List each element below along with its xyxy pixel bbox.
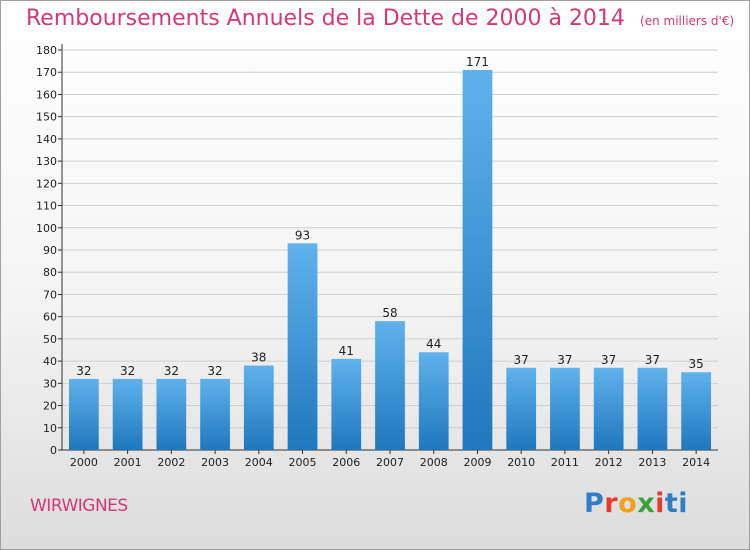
y-tick-label: 70 (43, 288, 57, 301)
data-label-2014: 35 (688, 357, 703, 371)
data-label-2002: 32 (164, 364, 179, 378)
data-label-2012: 37 (601, 353, 616, 367)
x-tick-label: 2014 (682, 456, 710, 469)
bar-2010 (506, 367, 537, 450)
chart-title: Remboursements Annuels de la Dette de 20… (26, 6, 625, 31)
commune-name: WIRWIGNES (30, 496, 128, 516)
x-tick-label: 2003 (201, 456, 229, 469)
data-label-2003: 32 (207, 364, 222, 378)
bar-2008 (418, 352, 449, 450)
y-tick-label: 110 (36, 200, 57, 213)
x-tick-label: 2005 (289, 456, 317, 469)
y-tick-label: 50 (43, 333, 57, 346)
x-tick-label: 2011 (551, 456, 579, 469)
bar-2014 (681, 372, 711, 450)
x-tick-label: 2013 (638, 456, 666, 469)
y-tick-label: 20 (43, 400, 57, 413)
y-tick-label: 90 (43, 244, 57, 257)
x-tick-label: 2000 (70, 456, 98, 469)
data-label-2013: 37 (645, 353, 660, 367)
bar-2012 (593, 367, 624, 450)
data-label-2009: 171 (466, 55, 489, 69)
y-tick-label: 150 (36, 111, 57, 124)
bar-2000 (69, 378, 99, 450)
x-tick-label: 2007 (376, 456, 404, 469)
data-label-2001: 32 (120, 364, 135, 378)
data-label-2006: 41 (339, 344, 354, 358)
bar-2011 (550, 367, 580, 450)
data-label-2007: 58 (382, 306, 397, 320)
y-tick-label: 180 (36, 44, 57, 57)
bar-2001 (112, 378, 143, 450)
data-label-2010: 37 (514, 353, 529, 367)
data-label-2008: 44 (426, 337, 441, 351)
data-label-2004: 38 (251, 351, 266, 365)
y-tick-label: 60 (43, 311, 57, 324)
proxiti-logo[interactable]: Proxiti (584, 488, 689, 519)
bar-2004 (243, 365, 274, 450)
y-tick-label: 10 (43, 422, 57, 435)
x-tick-label: 2010 (507, 456, 535, 469)
bar-2009 (462, 70, 493, 450)
y-tick-label: 160 (36, 88, 57, 101)
y-tick-label: 140 (36, 133, 57, 146)
bar-2002 (156, 378, 187, 450)
y-tick-label: 0 (50, 444, 57, 457)
y-tick-label: 170 (36, 66, 57, 79)
x-tick-label: 2001 (114, 456, 142, 469)
x-tick-label: 2004 (245, 456, 273, 469)
bar-2006 (331, 358, 362, 450)
x-tick-label: 2008 (420, 456, 448, 469)
x-tick-label: 2012 (595, 456, 623, 469)
y-tick-label: 30 (43, 377, 57, 390)
title-row: Remboursements Annuels de la Dette de 20… (26, 6, 734, 31)
data-label-2011: 37 (557, 353, 572, 367)
y-tick-label: 80 (43, 266, 57, 279)
y-tick-label: 40 (43, 355, 57, 368)
y-tick-label: 100 (36, 222, 57, 235)
bar-2005 (287, 243, 318, 450)
y-tick-label: 120 (36, 177, 57, 190)
chart-unit: (en milliers d'€) (640, 14, 735, 28)
bar-2013 (637, 367, 668, 450)
x-tick-label: 2006 (332, 456, 360, 469)
x-tick-label: 2009 (463, 456, 491, 469)
data-label-2000: 32 (76, 364, 91, 378)
bar-2007 (375, 321, 405, 450)
y-tick-label: 130 (36, 155, 57, 168)
x-tick-label: 2002 (157, 456, 185, 469)
bar-2003 (200, 378, 230, 450)
data-label-2005: 93 (295, 228, 310, 242)
